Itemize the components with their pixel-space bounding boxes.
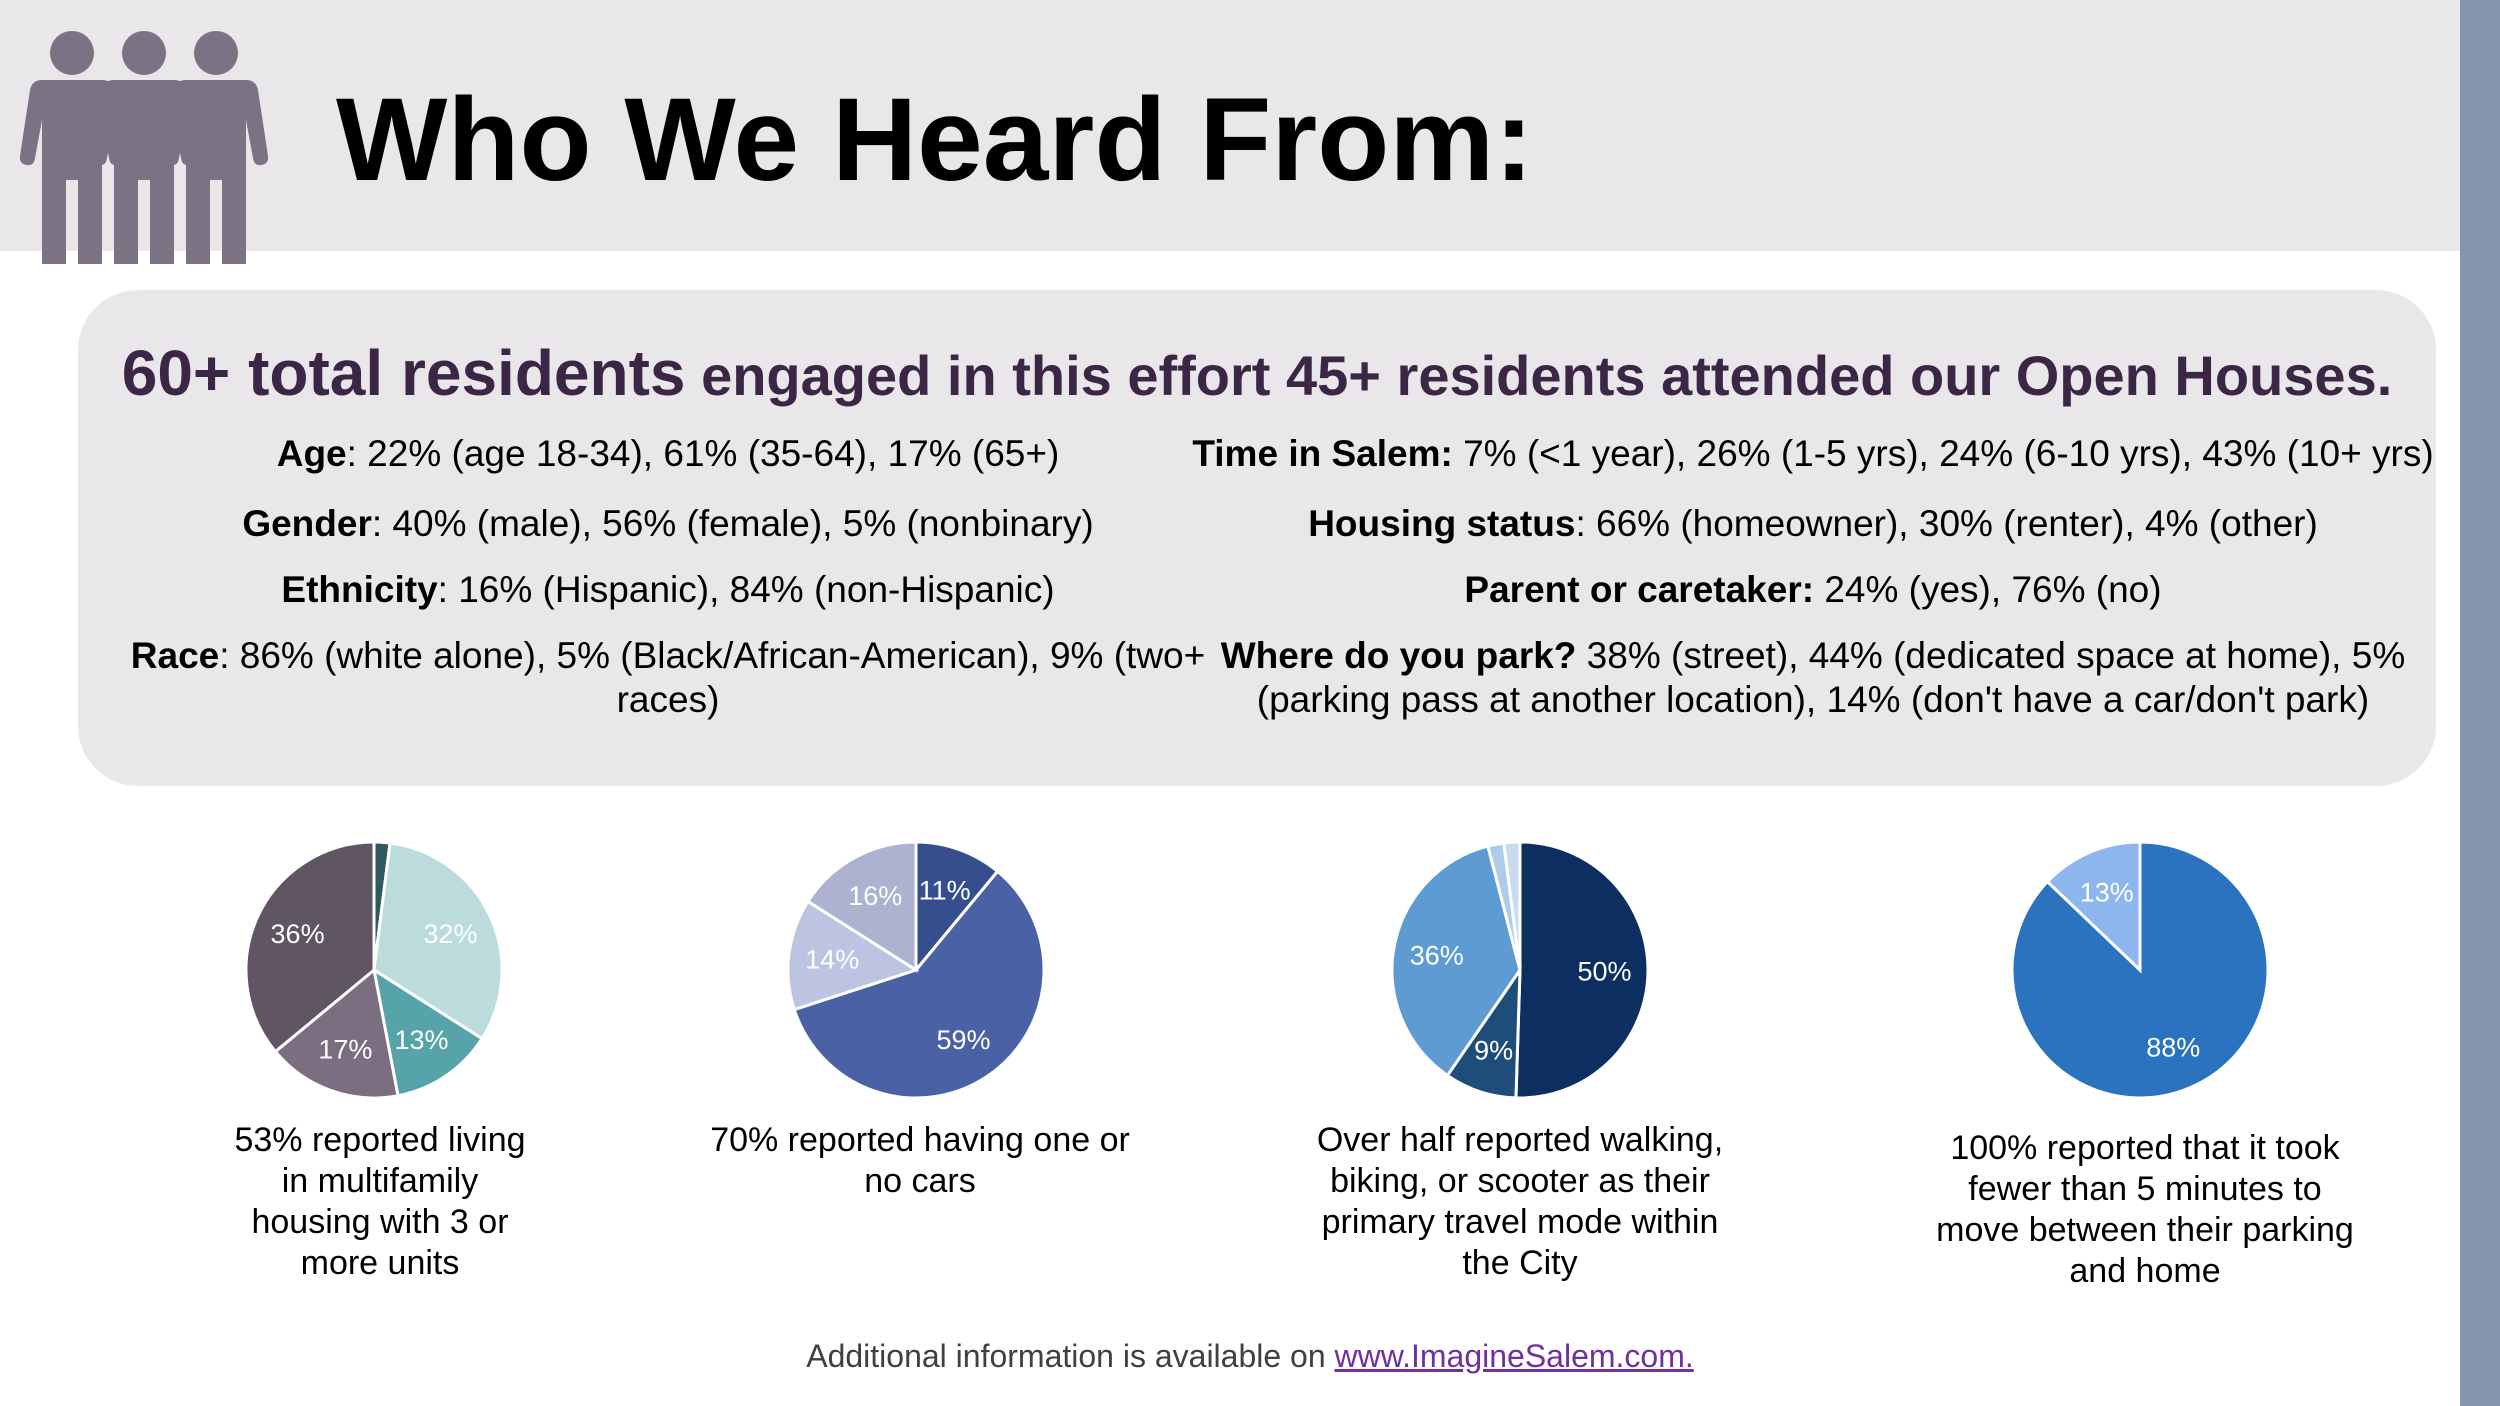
stat-value: : 66% (homeowner), 30% (renter), 4% (oth… xyxy=(1575,503,2318,544)
headline: 60+ total residents engaged in this effo… xyxy=(78,338,2436,411)
imaginesalem-link[interactable]: www.ImagineSalem.com. xyxy=(1334,1338,1694,1374)
person-icon xyxy=(163,31,269,264)
pie-data-label: 11% xyxy=(919,876,971,906)
stat-time-in-salem: Time in Salem: 7% (<1 year), 26% (1-5 yr… xyxy=(1168,432,2458,476)
stat-value: : 16% (Hispanic), 84% (non-Hispanic) xyxy=(437,569,1055,610)
header-band xyxy=(0,0,2460,251)
stat-value: : 22% (age 18-34), 61% (35-64), 17% (65+… xyxy=(346,433,1060,474)
footer: Additional information is available on w… xyxy=(0,1336,2500,1376)
page-title: Who We Heard From: xyxy=(336,74,1534,206)
stat-value: 7% (<1 year), 26% (1-5 yrs), 24% (6-10 y… xyxy=(1452,433,2434,474)
pie-data-label: 36% xyxy=(1410,940,1464,970)
stat-label: Race xyxy=(130,635,220,676)
stat-value: : 40% (male), 56% (female), 5% (nonbinar… xyxy=(371,503,1094,544)
pie-slice xyxy=(2045,840,2142,974)
pie-data-label: 13% xyxy=(394,1025,448,1055)
headline-total-residents: 60+ total residents xyxy=(121,337,686,409)
pie-slice xyxy=(1514,840,1650,1100)
pie-data-label: 16% xyxy=(848,881,902,911)
stat-ethnicity: Ethnicity: 16% (Hispanic), 84% (non-Hisp… xyxy=(108,568,1228,612)
headline-open-houses: engaged in this effort 45+ residents att… xyxy=(701,344,2393,407)
chart-caption-housing: 53% reported living in multifamily housi… xyxy=(234,1121,526,1282)
pie-chart-cars: 11% 59% 14% 16% xyxy=(786,840,1046,1100)
stat-value: 38% (street), 44% (dedicated space at ho… xyxy=(1256,635,2406,720)
stat-parent-caretaker: Parent or caretaker: 24% (yes), 76% (no) xyxy=(1168,568,2458,612)
pie-slice xyxy=(273,967,400,1100)
people-group-icon xyxy=(19,31,269,264)
pie-chart-travel-mode: 50% 9% 36% xyxy=(1390,840,1650,1100)
pie-data-label: 59% xyxy=(936,1025,990,1055)
stat-value: 24% (yes), 76% (no) xyxy=(1814,569,2162,610)
chart-caption-travel-mode: Over half reported walking, biking, or s… xyxy=(1316,1121,1724,1282)
stat-label: Where do you park? xyxy=(1220,635,1577,676)
stat-label: Gender xyxy=(242,503,372,544)
stat-housing-status: Housing status: 66% (homeowner), 30% (re… xyxy=(1168,502,2458,546)
stat-label: Housing status xyxy=(1308,503,1576,544)
stats-panel: 60+ total residents engaged in this effo… xyxy=(78,290,2436,786)
right-accent-bar xyxy=(2460,0,2500,1406)
pie-chart-parking-time: 88% 13% xyxy=(2010,840,2270,1100)
pie-data-label: 13% xyxy=(2080,877,2134,907)
stat-gender: Gender: 40% (male), 56% (female), 5% (no… xyxy=(108,502,1228,546)
pie-slice xyxy=(792,869,1046,1100)
pie-slice xyxy=(1502,840,1522,971)
stat-value: : 86% (white alone), 5% (Black/African-A… xyxy=(219,635,1206,720)
pie-slice xyxy=(1390,844,1522,1078)
pie-slice xyxy=(786,899,920,1012)
stat-label: Time in Salem: xyxy=(1192,433,1453,474)
chart-caption-parking-time: 100% reported that it took fewer than 5 … xyxy=(1936,1129,2354,1290)
pie-slice xyxy=(914,840,1000,975)
pie-data-label: 32% xyxy=(423,919,477,949)
pie-chart-housing: 32% 13% 17% 36% xyxy=(244,840,504,1100)
stat-label: Age xyxy=(276,433,347,474)
stat-label: Parent or caretaker: xyxy=(1464,569,1815,610)
pie-data-label: 17% xyxy=(318,1034,372,1064)
stat-where-park: Where do you park? 38% (street), 44% (de… xyxy=(1198,634,2428,722)
pie-slice xyxy=(371,966,485,1098)
stat-label: Ethnicity xyxy=(281,569,438,610)
pie-data-label: 88% xyxy=(2146,1033,2200,1063)
chart-caption-cars: 70% reported having one or no cars xyxy=(710,1121,1130,1200)
pie-data-label: 50% xyxy=(1577,956,1631,986)
pie-data-label: 36% xyxy=(271,919,325,949)
pie-data-label: 9% xyxy=(1474,1035,1513,1065)
pie-slice xyxy=(244,840,376,1054)
footer-text: Additional information is available on xyxy=(806,1338,1335,1374)
stat-age: Age: 22% (age 18-34), 61% (35-64), 17% (… xyxy=(108,432,1228,476)
pie-data-label: 14% xyxy=(805,944,859,974)
pie-slice xyxy=(805,840,918,973)
stat-race: Race: 86% (white alone), 5% (Black/Afric… xyxy=(108,634,1228,722)
